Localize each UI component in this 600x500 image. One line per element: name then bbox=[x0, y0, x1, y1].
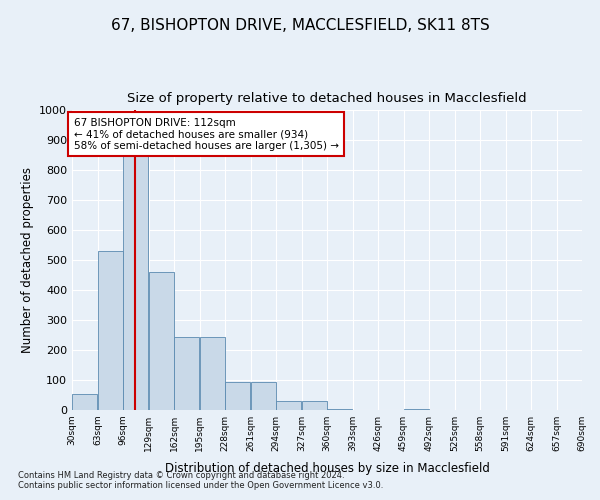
Bar bbox=[124, 149, 148, 410]
Y-axis label: Number of detached properties: Number of detached properties bbox=[20, 167, 34, 353]
Bar bbox=[175, 336, 199, 410]
Title: Size of property relative to detached houses in Macclesfield: Size of property relative to detached ho… bbox=[127, 92, 527, 104]
Text: Contains public sector information licensed under the Open Government Licence v3: Contains public sector information licen… bbox=[18, 480, 383, 490]
Text: 67, BISHOPTON DRIVE, MACCLESFIELD, SK11 8TS: 67, BISHOPTON DRIVE, MACCLESFIELD, SK11 … bbox=[110, 18, 490, 32]
X-axis label: Distribution of detached houses by size in Macclesfield: Distribution of detached houses by size … bbox=[164, 462, 490, 475]
Bar bbox=[277, 401, 301, 410]
Bar bbox=[226, 382, 250, 410]
Bar bbox=[149, 272, 173, 410]
Bar bbox=[302, 401, 326, 410]
Bar bbox=[328, 408, 352, 410]
Bar bbox=[200, 336, 224, 410]
Bar bbox=[73, 394, 97, 410]
Bar bbox=[404, 408, 428, 410]
Text: Contains HM Land Registry data © Crown copyright and database right 2024.: Contains HM Land Registry data © Crown c… bbox=[18, 470, 344, 480]
Bar bbox=[98, 251, 122, 410]
Bar bbox=[251, 382, 275, 410]
Text: 67 BISHOPTON DRIVE: 112sqm
← 41% of detached houses are smaller (934)
58% of sem: 67 BISHOPTON DRIVE: 112sqm ← 41% of deta… bbox=[74, 118, 338, 150]
